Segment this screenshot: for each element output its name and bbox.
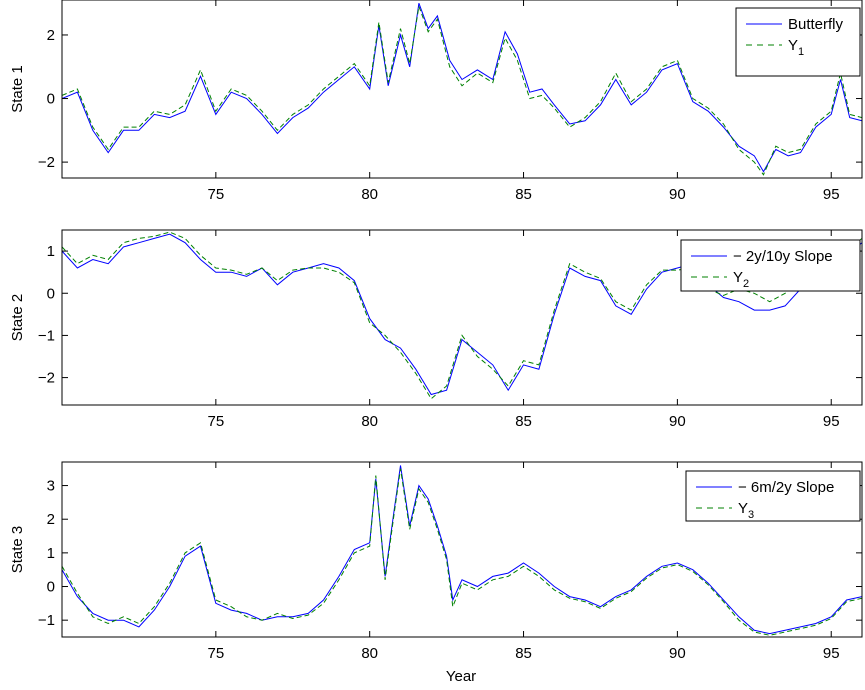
x-tick-label: 75 [208, 186, 225, 203]
y-axis-label: State 2 [9, 294, 26, 342]
y-tick-label: −1 [38, 327, 55, 344]
y-tick-label: 0 [47, 579, 55, 596]
legend-label-subscript: 1 [798, 46, 804, 58]
x-tick-label: 90 [669, 186, 686, 203]
legend-label-subscript: 2 [743, 278, 749, 290]
x-axis-label: Year [446, 668, 476, 685]
plot-frame [61, 0, 863, 179]
x-tick-label: 80 [361, 413, 378, 430]
series-line-model [62, 465, 862, 635]
series-line-factor [62, 4, 862, 176]
legend-box [735, 7, 861, 77]
y-tick-label: 3 [47, 478, 55, 495]
legend-box [680, 239, 861, 292]
x-tick-label: 75 [208, 645, 225, 662]
x-tick-label: 85 [515, 413, 532, 430]
x-tick-label: 90 [669, 413, 686, 430]
y-axis-label: State 3 [9, 526, 26, 574]
x-tick-label: 95 [823, 413, 840, 430]
y-tick-label: 0 [47, 91, 55, 108]
legend-box [685, 470, 861, 522]
plot-frame [61, 461, 863, 638]
x-tick-label: 90 [669, 645, 686, 662]
y-tick-label: 2 [47, 27, 55, 44]
y-tick-label: 0 [47, 285, 55, 302]
y-tick-label: −1 [38, 612, 55, 629]
legend-label: − 6m/2y Slope [738, 479, 834, 496]
series-line-model [62, 3, 862, 173]
x-tick-label: 80 [361, 645, 378, 662]
y-tick-label: 1 [47, 243, 55, 260]
y-tick-label: 2 [47, 511, 55, 528]
y-tick-label: −2 [38, 154, 55, 171]
x-tick-label: 95 [823, 186, 840, 203]
series-line-factor [62, 468, 862, 636]
legend-label: Butterfly [788, 16, 844, 33]
y-tick-label: 1 [47, 545, 55, 562]
legend-label-subscript: 3 [748, 509, 754, 521]
y-axis-label: State 1 [9, 65, 26, 113]
series-line-model [62, 233, 862, 396]
legend-label: − 2y/10y Slope [733, 248, 833, 265]
y-tick-label: −2 [38, 370, 55, 387]
x-tick-label: 85 [515, 186, 532, 203]
plot-frame [61, 229, 863, 406]
x-tick-label: 80 [361, 186, 378, 203]
x-tick-label: 85 [515, 645, 532, 662]
series-line-factor [62, 231, 862, 400]
x-tick-label: 95 [823, 645, 840, 662]
x-tick-label: 75 [208, 413, 225, 430]
